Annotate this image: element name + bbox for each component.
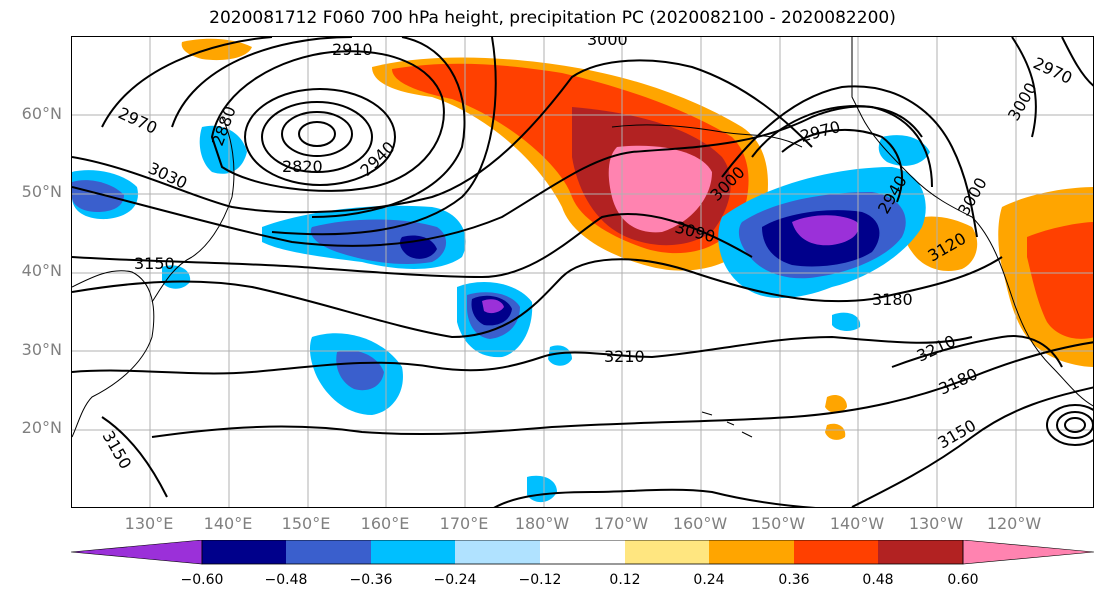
contour-label-3180-east: 3180	[936, 364, 981, 398]
south-high-ring-2	[1056, 411, 1093, 439]
precip-positive-east-red	[1027, 222, 1093, 339]
precip-positive-hawaii-b	[825, 423, 846, 440]
south-high-ring-3	[1046, 404, 1093, 446]
lon-label-170e: 170°E	[439, 514, 489, 533]
contour-3000-east	[721, 85, 978, 238]
precip-positive-hawaii-a	[825, 395, 847, 413]
low-center-ring-4	[244, 88, 396, 186]
colorbar-tick-neg060: −0.60	[180, 572, 224, 588]
contour-3150-c	[493, 488, 816, 507]
contour-label-3150-south: 3150	[99, 428, 136, 473]
lon-label-180w: 180°W	[514, 514, 570, 533]
colorbar-segment-4	[455, 540, 540, 564]
precip-shading	[72, 38, 1093, 503]
precip-positive-north-pink	[608, 145, 712, 233]
precip-positive-small-top	[181, 38, 252, 61]
colorbar-tick-060: 0.60	[947, 572, 979, 588]
lon-label-160e: 160°E	[360, 514, 410, 533]
colorbar-tick-036: 0.36	[778, 572, 810, 588]
figure-title: 2020081712 F060 700 hPa height, precipit…	[209, 8, 896, 28]
colorbar-segment-9	[878, 540, 963, 564]
contour-3030	[72, 59, 813, 214]
contour-2940-east	[781, 128, 903, 203]
precip-negative-south-mid	[336, 350, 384, 391]
lat-label-30n: 30°N	[21, 340, 62, 359]
colorbar-tick-neg012: −0.12	[518, 572, 562, 588]
precip-negative-small-b	[832, 312, 861, 331]
south-high-ring-1	[1064, 417, 1086, 433]
colorbar-tick-048: 0.48	[862, 572, 894, 588]
contour-label-3210-center: 3210	[604, 347, 645, 366]
lat-label-40n: 40°N	[21, 261, 62, 280]
low-center-ring-3	[261, 101, 373, 173]
contour-2910	[210, 50, 445, 192]
colorbar	[70, 540, 1095, 565]
lat-label-50n: 50°N	[21, 182, 62, 201]
contour-label-2940: 2940	[356, 138, 398, 180]
precip-negative-small-a	[548, 345, 572, 366]
colorbar-segment-6	[625, 540, 709, 564]
contour-label-3180: 3180	[872, 290, 913, 309]
contour-2970-east	[751, 105, 933, 188]
colorbar-segment-1	[202, 540, 286, 564]
colorbar-extend-right	[962, 540, 1095, 565]
precip-negative-small-d	[162, 265, 191, 289]
contour-label-2970-top: 2970	[1030, 53, 1075, 87]
map-panel: 2910 3000 2970 2970 2880 2820 2940 3030 …	[71, 36, 1094, 508]
colorbar-segment-8	[794, 540, 878, 564]
colorbar-tick-024: 0.24	[693, 572, 725, 588]
precip-negative-west-inner	[72, 180, 124, 212]
contour-3210	[72, 335, 973, 375]
colorbar-outline	[201, 540, 964, 565]
contour-label-3000-top: 3000	[587, 37, 628, 49]
contour-3180	[72, 256, 1003, 339]
lon-label-170w: 170°W	[593, 514, 649, 533]
colorbar-segment-2	[286, 540, 371, 564]
colorbar-tick-012: 0.12	[609, 572, 641, 588]
colorbar-tick-neg024: −0.24	[433, 572, 477, 588]
low-center-ring-1	[298, 121, 336, 147]
lon-label-140w: 140°W	[829, 514, 885, 533]
precip-negative-east-purple	[792, 215, 859, 246]
coastlines	[72, 37, 1093, 438]
contour-2940	[171, 37, 466, 218]
precip-negative-east-top	[878, 135, 930, 166]
precip-negative-small-c	[527, 475, 557, 503]
colorbar-segment-3	[371, 540, 455, 564]
contour-label-2910: 2910	[332, 40, 373, 59]
contour-3180-b	[151, 341, 1093, 438]
contour-3150	[72, 213, 753, 279]
lon-label-150e: 150°E	[281, 514, 331, 533]
graticule	[72, 37, 1093, 507]
colorbar-segment-7	[709, 540, 794, 564]
colorbar-tick-neg048: −0.48	[264, 572, 308, 588]
contour-label-3030: 3030	[145, 158, 190, 192]
lon-label-130w: 130°W	[908, 514, 964, 533]
contour-label-2970-left: 2970	[115, 103, 160, 137]
lon-label-120w: 120°W	[986, 514, 1042, 533]
contour-label-3210-east: 3210	[914, 331, 959, 365]
lat-label-60n: 60°N	[21, 104, 62, 123]
precip-positive-east-small	[904, 216, 978, 272]
lon-label-150w: 150°W	[750, 514, 806, 533]
precip-negative-center-purple	[482, 299, 504, 314]
contour-label-3150-west: 3150	[134, 254, 175, 273]
colorbar-segment-5	[540, 540, 625, 564]
contour-3090	[72, 105, 923, 247]
contour-label-3000-coast: 3000	[954, 174, 991, 219]
contour-3000-ne	[1011, 37, 1093, 138]
colorbar-extend-left	[70, 540, 203, 565]
contour-label-2820: 2820	[282, 157, 323, 176]
lon-label-130e: 130°E	[124, 514, 174, 533]
lon-label-160w: 160°W	[672, 514, 728, 533]
lon-label-140e: 140°E	[203, 514, 253, 533]
lat-label-20n: 20°N	[21, 418, 62, 437]
contour-3150-b	[101, 386, 1093, 507]
map-canvas: 2910 3000 2970 2970 2880 2820 2940 3030 …	[72, 37, 1093, 507]
low-center-ring-2	[281, 111, 353, 157]
colorbar-tick-neg036: −0.36	[349, 572, 393, 588]
contour-2970	[101, 37, 497, 236]
height-contours	[72, 37, 1093, 507]
contour-3210-b	[891, 335, 1063, 368]
